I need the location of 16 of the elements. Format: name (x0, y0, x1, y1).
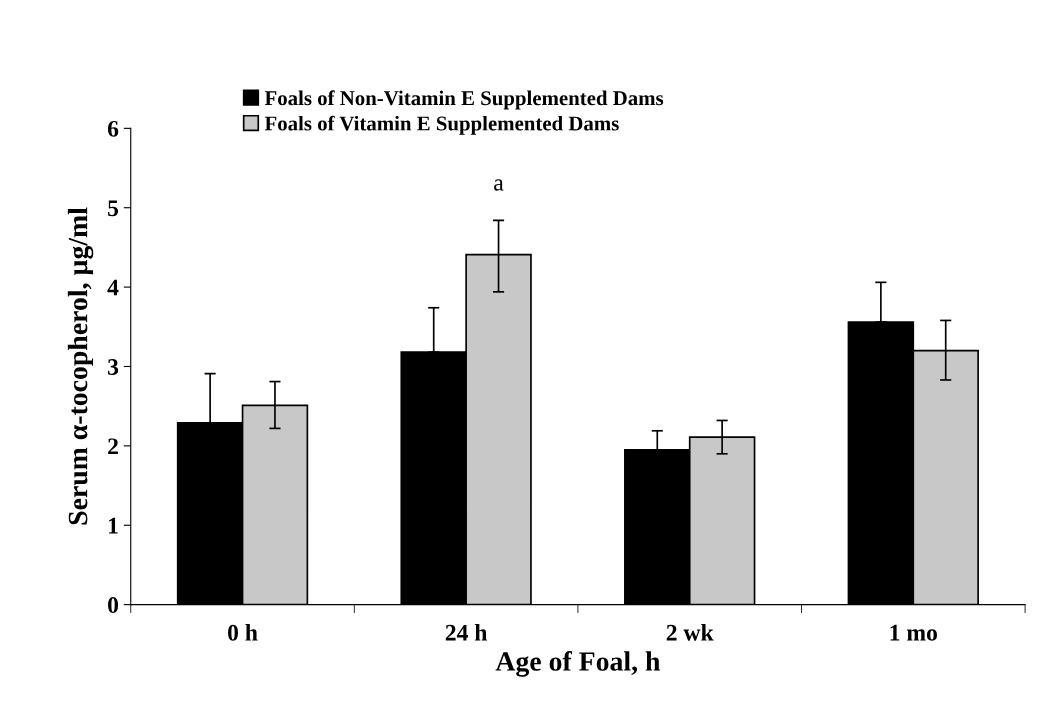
x-tick-label: 2 wk (666, 624, 714, 641)
y-axis-title: Serum α-tocopherol, µg/ml (67, 207, 94, 525)
y-tick-label: 1 (109, 517, 118, 534)
legend-label: Foals of Non-Vitamin E Supplemented Dams (264, 90, 664, 110)
x-tick-label: 0 h (228, 624, 258, 641)
annotation: a (494, 179, 504, 191)
y-tick-label: 6 (107, 120, 119, 137)
y-tick-label: 4 (107, 279, 119, 296)
legend-label: Foals of Vitamin E Supplemented Dams (264, 115, 619, 135)
y-tick-label: 3 (108, 359, 119, 375)
x-tick-label: 1 mo (890, 624, 937, 641)
y-tick-label: 5 (108, 200, 119, 217)
x-tick-label: 24 h (445, 624, 488, 641)
x-axis-title: Age of Foal, h (495, 651, 661, 677)
y-tick-label: 2 (108, 438, 118, 455)
y-tick-label: 0 (108, 597, 119, 614)
